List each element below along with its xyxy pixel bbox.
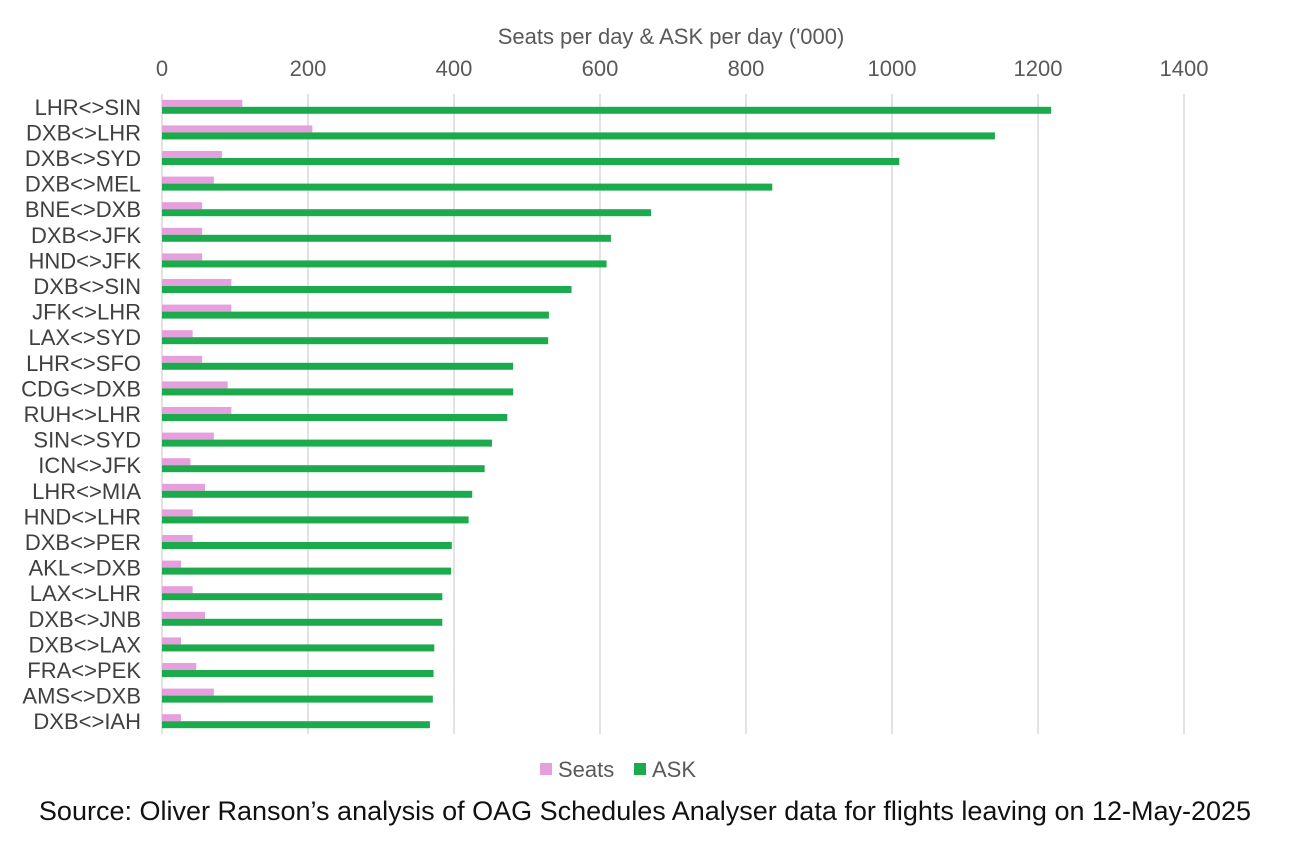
bar-seats <box>162 586 193 594</box>
bar-seats <box>162 304 232 312</box>
bar-ask <box>162 106 1052 114</box>
bar-seats <box>162 688 214 696</box>
bar-ask <box>162 158 900 165</box>
category-label: DXB<>JFK <box>31 223 141 248</box>
bar-seats <box>162 151 222 158</box>
bar-seats <box>162 253 203 261</box>
bar-ask <box>162 618 443 626</box>
bar-ask <box>162 695 433 703</box>
x-tick-label: 1200 <box>1014 56 1063 81</box>
bar-ask <box>162 311 549 319</box>
x-tick-label: 1000 <box>868 56 917 81</box>
bar-ask <box>162 516 469 524</box>
bar-ask <box>162 337 549 345</box>
source-note: Source: Oliver Ranson’s analysis of OAG … <box>38 796 1252 826</box>
category-label: AMS<>DXB <box>22 684 141 709</box>
x-axis-title: Seats per day & ASK per day ('000) <box>498 24 845 49</box>
bar-seats <box>162 202 203 210</box>
bar-ask <box>162 209 652 217</box>
category-label: LHR<>MIA <box>32 479 141 504</box>
bar-ask <box>162 234 611 242</box>
legend-label-ask: ASK <box>652 757 696 782</box>
bar-ask <box>162 260 607 268</box>
bar-seats <box>162 458 191 466</box>
category-label: AKL<>DXB <box>28 556 141 581</box>
category-label: SIN<>SYD <box>33 428 141 453</box>
category-label: JFK<>LHR <box>32 300 141 325</box>
x-axis-tick-labels: 0 200 400 600 800 1000 1200 1400 <box>156 56 1209 81</box>
bar-seats <box>162 637 181 645</box>
gridlines <box>307 94 1185 734</box>
category-label: LAX<>LHR <box>30 581 141 606</box>
bars <box>162 99 1052 729</box>
category-label: DXB<>PER <box>25 530 141 555</box>
bar-ask <box>162 465 485 473</box>
category-label: DXB<>JNB <box>29 607 142 632</box>
bar-seats <box>162 714 181 722</box>
category-label: FRA<>PEK <box>27 658 141 683</box>
legend-swatch-seats <box>540 763 552 775</box>
legend-swatch-ask <box>634 763 646 775</box>
category-label: DXB<>LHR <box>26 120 141 145</box>
legend-label-seats: Seats <box>558 757 614 782</box>
bar-ask <box>162 567 452 575</box>
bar-seats <box>162 381 228 389</box>
x-tick-label: 200 <box>290 56 327 81</box>
category-label: RUH<>LHR <box>24 402 141 427</box>
category-label: HND<>JFK <box>29 248 142 273</box>
y-axis-category-labels: LHR<>SINDXB<>LHRDXB<>SYDDXB<>MELBNE<>DXB… <box>21 95 141 734</box>
bar-seats <box>162 355 203 363</box>
bar-ask <box>162 362 514 370</box>
bar-seats <box>162 227 203 235</box>
bar-seats <box>162 330 193 338</box>
x-tick-label: 0 <box>156 56 168 81</box>
bar-ask <box>162 286 572 293</box>
category-label: HND<>LHR <box>24 504 141 529</box>
x-tick-label: 600 <box>582 56 619 81</box>
category-label: CDG<>DXB <box>21 376 141 401</box>
bar-seats <box>162 663 197 670</box>
category-label: DXB<>LAX <box>28 632 141 657</box>
category-label: DXB<>SYD <box>25 146 141 171</box>
bar-seats <box>162 279 232 286</box>
category-label: BNE<>DXB <box>25 197 141 222</box>
bar-ask <box>162 490 473 498</box>
bar-seats <box>162 509 193 517</box>
bar-seats <box>162 176 214 184</box>
bar-ask <box>162 183 773 191</box>
x-tick-label: 800 <box>728 56 765 81</box>
bar-seats <box>162 535 193 542</box>
bar-ask <box>162 670 434 677</box>
category-label: LHR<>SFO <box>26 351 141 376</box>
bar-seats <box>162 483 206 491</box>
category-label: LAX<>SYD <box>28 325 141 350</box>
bar-seats <box>162 99 243 107</box>
x-tick-label: 1400 <box>1160 56 1209 81</box>
bar-ask <box>162 414 508 421</box>
bar-seats <box>162 407 232 414</box>
bar-ask <box>162 721 430 729</box>
bar-seats <box>162 432 214 440</box>
bar-ask <box>162 132 995 140</box>
category-label: DXB<>SIN <box>33 274 141 299</box>
category-label: LHR<>SIN <box>35 95 141 120</box>
bar-seats <box>162 611 206 619</box>
bar-ask <box>162 593 443 601</box>
category-label: ICN<>JFK <box>38 453 141 478</box>
x-tick-label: 400 <box>436 56 473 81</box>
category-label: DXB<>MEL <box>25 172 141 197</box>
bar-ask <box>162 439 492 447</box>
bar-ask <box>162 542 452 549</box>
category-label: DXB<>IAH <box>33 709 141 734</box>
bar-ask <box>162 388 514 396</box>
bar-seats <box>162 125 313 133</box>
bar-seats <box>162 560 181 568</box>
bar-ask <box>162 644 435 652</box>
legend: Seats ASK <box>540 757 696 782</box>
